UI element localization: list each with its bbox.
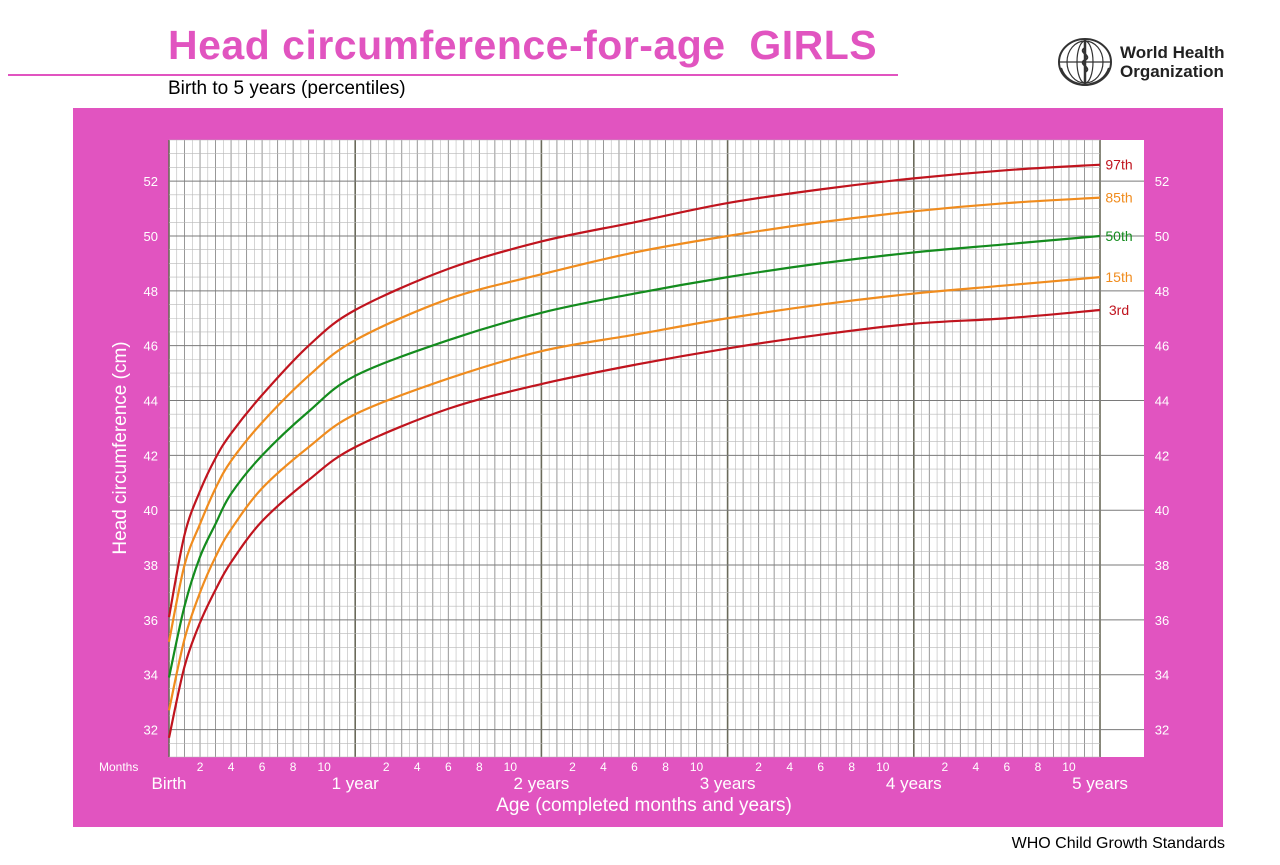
y-tick-label-right: 40 xyxy=(1155,503,1169,518)
month-tick-label: 8 xyxy=(662,760,669,774)
year-label: 3 years xyxy=(700,774,756,793)
y-axis-ticks: 32 32 34 34 36 36 38 38 40 40 42 42 44 44 46 46 48 48 50 50… xyxy=(144,174,1170,737)
chart-title: Head circumference-for-age GIRLS xyxy=(168,22,878,68)
year-label: Birth xyxy=(152,774,187,793)
month-tick-label: 8 xyxy=(848,760,855,774)
month-tick-label: 10 xyxy=(317,760,331,774)
months-label: Months xyxy=(99,760,138,774)
month-tick-label: 8 xyxy=(476,760,483,774)
month-tick-label: 10 xyxy=(504,760,518,774)
x-axis-ticks: 2 4 6 8 10 2 4 6 8 10 2 4 6 8 10 2 4 6 8 10 2 4 6 8 10 Birth 1 yea… xyxy=(152,760,1128,793)
month-tick-label: 4 xyxy=(973,760,980,774)
percentile-line-97th xyxy=(167,163,1101,618)
footer-text: WHO Child Growth Standards xyxy=(1011,835,1225,852)
y-axis-label: Head circumference (cm) xyxy=(110,341,131,554)
series-label-97th: 97th xyxy=(1105,157,1132,173)
month-tick-label: 2 xyxy=(197,760,204,774)
month-tick-label: 6 xyxy=(1004,760,1011,774)
y-tick-label-right: 36 xyxy=(1155,613,1169,628)
month-tick-label: 4 xyxy=(600,760,607,774)
y-tick-label-right: 52 xyxy=(1155,174,1169,189)
y-tick-label-left: 46 xyxy=(144,339,158,354)
percentile-line-15th xyxy=(167,276,1101,711)
year-label: 1 year xyxy=(332,774,380,793)
month-tick-label: 4 xyxy=(786,760,793,774)
percentile-line-3rd xyxy=(167,308,1101,739)
y-tick-label-left: 44 xyxy=(144,394,158,409)
y-tick-label-right: 34 xyxy=(1155,668,1169,683)
month-tick-label: 2 xyxy=(569,760,576,774)
month-tick-label: 2 xyxy=(941,760,948,774)
y-tick-label-right: 48 xyxy=(1155,284,1169,299)
y-tick-label-left: 42 xyxy=(144,448,158,463)
y-tick-label-right: 42 xyxy=(1155,448,1169,463)
series-label-50th: 50th xyxy=(1105,228,1132,244)
y-tick-label-right: 46 xyxy=(1155,339,1169,354)
month-tick-label: 2 xyxy=(383,760,390,774)
percentile-line-85th xyxy=(167,196,1101,643)
month-tick-label: 6 xyxy=(817,760,824,774)
month-tick-label: 6 xyxy=(259,760,266,774)
month-tick-label: 8 xyxy=(290,760,297,774)
y-tick-label-left: 52 xyxy=(144,174,158,189)
plot-area xyxy=(169,140,1144,757)
month-tick-label: 6 xyxy=(631,760,638,774)
month-tick-label: 4 xyxy=(228,760,235,774)
y-tick-label-left: 40 xyxy=(144,503,158,518)
org-name-line1: World Health xyxy=(1120,43,1225,62)
y-tick-label-left: 38 xyxy=(144,558,158,573)
y-tick-label-right: 32 xyxy=(1155,723,1169,738)
chart-subtitle: Birth to 5 years (percentiles) xyxy=(168,78,406,99)
y-tick-label-right: 50 xyxy=(1155,229,1169,244)
year-label: 4 years xyxy=(886,774,942,793)
month-tick-label: 10 xyxy=(876,760,890,774)
year-label: 2 years xyxy=(514,774,570,793)
title-underline xyxy=(8,74,898,76)
percentile-line-50th xyxy=(167,234,1101,678)
series-lines: 97th 85th 50th 15th 3rd xyxy=(167,157,1133,739)
y-tick-label-left: 50 xyxy=(144,229,158,244)
y-tick-label-right: 38 xyxy=(1155,558,1169,573)
month-tick-label: 10 xyxy=(690,760,704,774)
series-label-3rd: 3rd xyxy=(1109,302,1129,318)
y-tick-label-right: 44 xyxy=(1155,394,1169,409)
year-label: 5 years xyxy=(1072,774,1128,793)
who-emblem-icon xyxy=(1058,38,1112,87)
y-tick-label-left: 36 xyxy=(144,613,158,628)
series-label-15th: 15th xyxy=(1105,269,1132,285)
who-org-name: World Health Organization xyxy=(1120,43,1225,81)
month-tick-label: 8 xyxy=(1035,760,1042,774)
series-label-85th: 85th xyxy=(1105,190,1132,206)
month-tick-label: 10 xyxy=(1062,760,1076,774)
y-tick-label-left: 48 xyxy=(144,284,158,299)
month-tick-label: 6 xyxy=(445,760,452,774)
month-tick-label: 2 xyxy=(755,760,762,774)
org-name-line2: Organization xyxy=(1120,62,1224,81)
x-axis-label: Age (completed months and years) xyxy=(496,795,792,816)
y-tick-label-left: 34 xyxy=(144,668,158,683)
y-tick-label-left: 32 xyxy=(144,723,158,738)
month-tick-label: 4 xyxy=(414,760,421,774)
